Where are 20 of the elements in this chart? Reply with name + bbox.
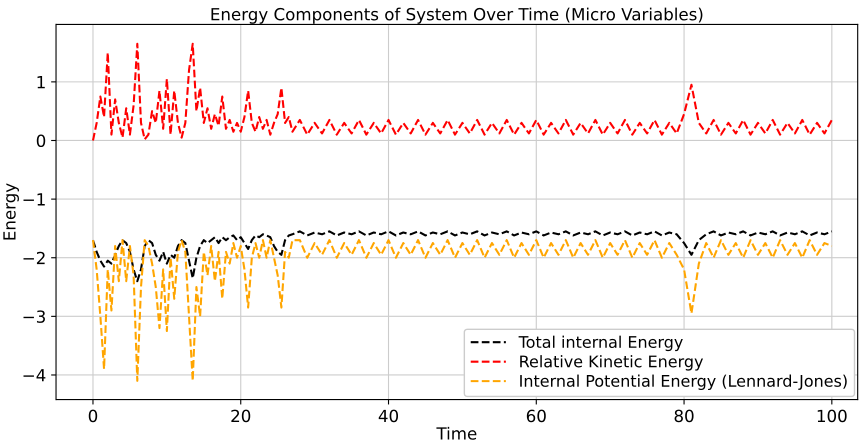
legend-label: Relative Kinetic Energy	[520, 355, 703, 371]
x-tick-label: 0	[88, 410, 98, 422]
y-tick-label: −3	[24, 310, 45, 323]
y-tick-label: 1	[38, 76, 45, 88]
x-tick-label: 80	[674, 410, 694, 422]
legend-label: Total internal Energy	[518, 336, 683, 352]
chart-title: Energy Components of System Over Time (Micro Variables)	[212, 8, 702, 24]
x-tick-label: 60	[526, 410, 546, 422]
y-tick-label: 0	[36, 134, 46, 148]
legend-label: Internal Potential Energy (Lennard-Jones)	[520, 374, 847, 390]
y-tick-label: −4	[24, 369, 46, 382]
x-tick-label: 40	[378, 410, 398, 422]
x-axis-title: Time	[436, 426, 476, 440]
y-axis-title: Energy	[3, 183, 19, 240]
line-series	[92, 42, 833, 142]
line-series	[92, 230, 833, 282]
y-tick-label: −2	[24, 252, 45, 264]
x-tick-label: 100	[818, 410, 847, 422]
x-tick-label: 20	[231, 410, 250, 422]
y-tick-label: −1	[24, 193, 45, 206]
